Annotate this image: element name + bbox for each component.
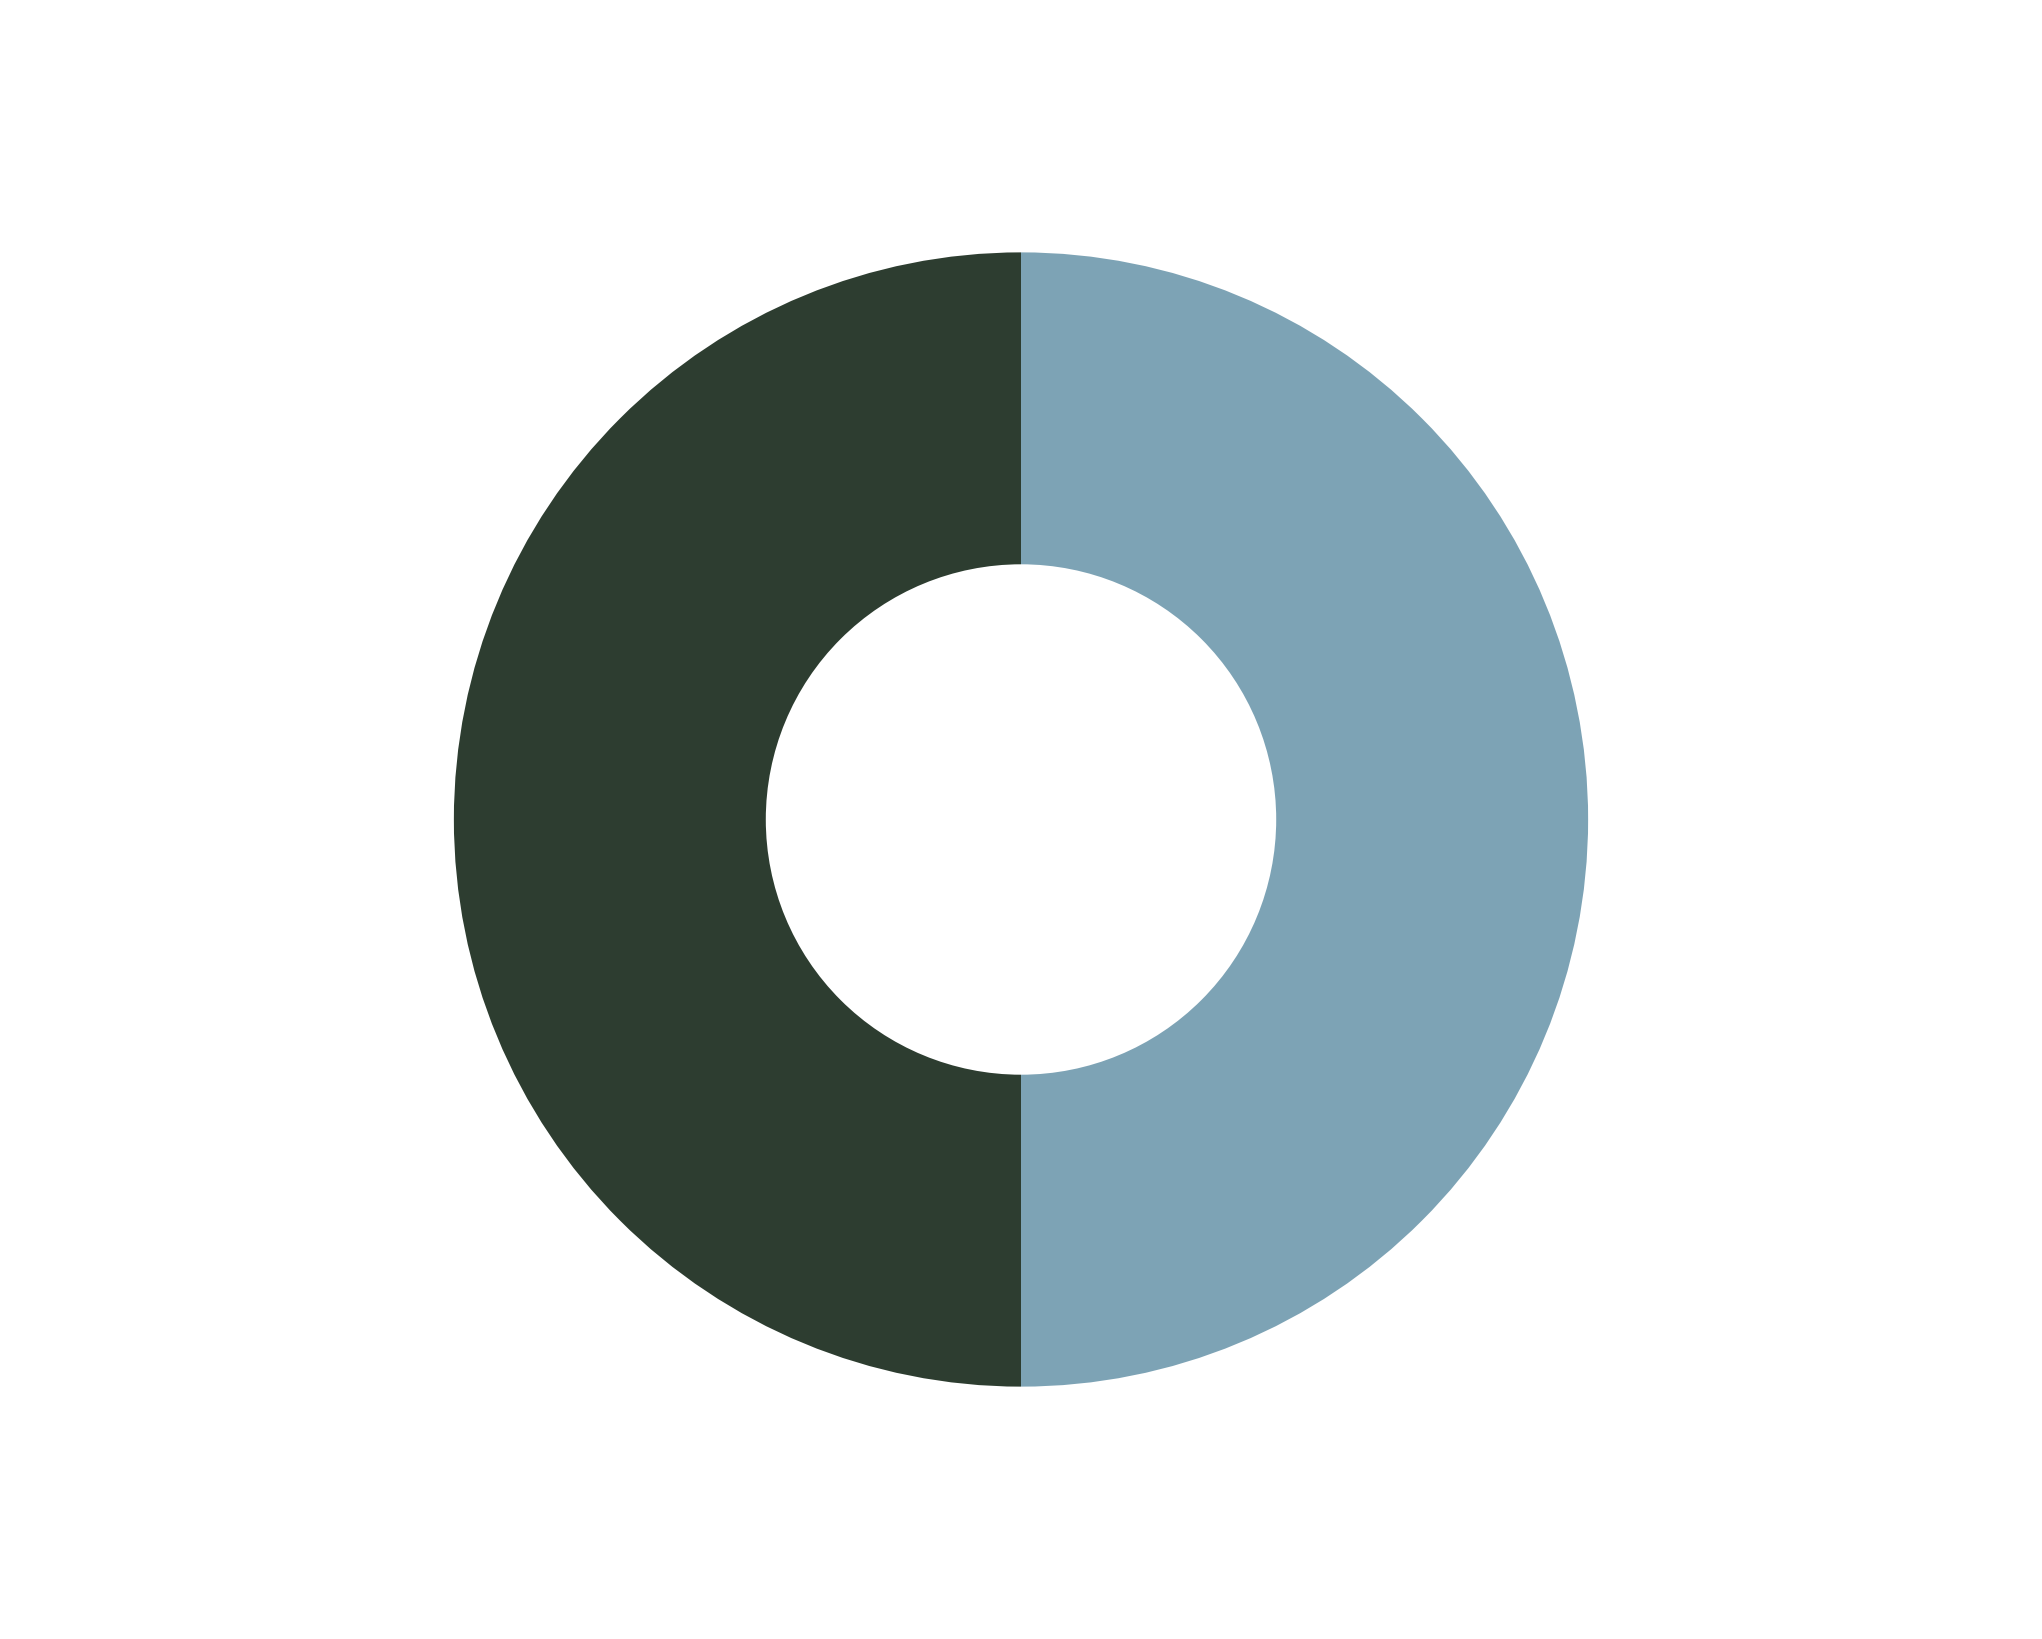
Wedge shape: [1021, 252, 1589, 1387]
Wedge shape: [453, 252, 1021, 1387]
